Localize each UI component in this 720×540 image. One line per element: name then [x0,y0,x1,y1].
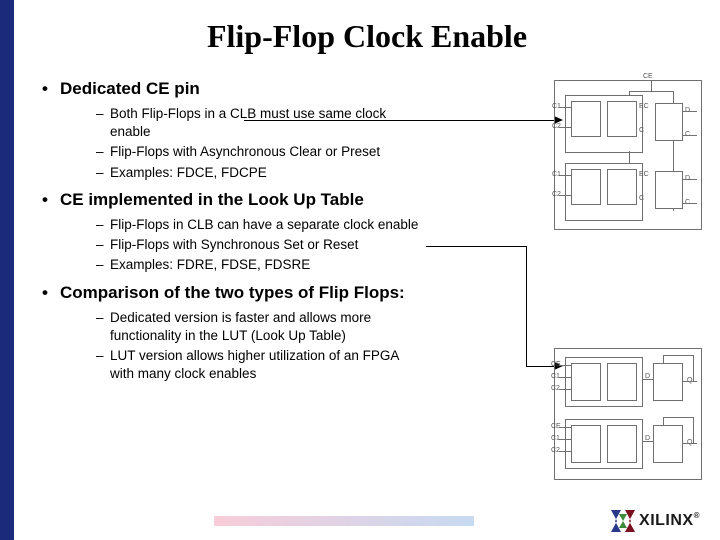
lut-cell [571,101,601,137]
sub-list: Both Flip-Flops in a CLB must use same c… [42,105,412,182]
wire [559,195,571,196]
wire [559,107,571,108]
wire [683,179,697,180]
lut-cell [607,169,637,205]
wire [559,377,571,378]
wire [693,417,694,443]
ff-box [653,425,683,463]
lut-cell [607,425,637,463]
sub-item: Flip-Flops with Asynchronous Clear or Pr… [96,143,412,161]
lut-cell [607,363,637,401]
wire [559,427,571,428]
xilinx-logo-text: XILINX® [639,512,700,530]
pin-label: EC [639,171,649,178]
wire [683,111,697,112]
connector-line [526,246,527,366]
wire [663,355,664,363]
xilinx-logo: XILINX® [611,510,700,532]
sub-item: Examples: FDRE, FDSE, FDSRE [96,256,462,274]
pin-label: C [639,127,644,134]
xilinx-logo-icon [611,510,635,532]
wire [559,365,571,366]
logo-text-label: XILINX [639,512,694,529]
wire [683,203,697,204]
sub-item: Dedicated version is faster and allows m… [96,309,422,345]
sub-item: Both Flip-Flops in a CLB must use same c… [96,105,412,141]
lut-cell [571,425,601,463]
wire [559,389,571,390]
connector-line [426,246,526,247]
sub-item: Flip-Flops with Synchronous Set or Reset [96,236,462,254]
wire [643,379,653,380]
ff-box [653,363,683,401]
ff-box [655,103,683,141]
wire [683,135,697,136]
wire [559,175,571,176]
ff-box [655,171,683,209]
lut-cell [607,101,637,137]
wire [663,417,693,418]
connector-line [526,366,554,367]
slide: Flip-Flop Clock Enable Dedicated CE pin … [0,0,720,540]
sub-list: Flip-Flops in CLB can have a separate cl… [42,216,462,275]
lut-cell [571,169,601,205]
wire [651,81,652,91]
wire [663,355,693,356]
diagram-lut-ce: CE C1 C2 D Q CE C1 C2 D Q [554,348,702,480]
diagram-dedicated-ce: CE C1 C2 EC C D C C1 C2 EC C D [554,80,702,230]
connector-line [244,120,554,121]
bullet-heading: Comparison of the two types of Flip Flop… [42,283,692,303]
lut-cell [571,363,601,401]
sub-item: Flip-Flops in CLB can have a separate cl… [96,216,462,234]
pin-label: C [639,195,644,202]
wire [683,443,697,444]
logo-trademark: ® [694,511,700,520]
wire [629,91,673,92]
wire [643,441,653,442]
wire [559,127,571,128]
sub-item: Examples: FDCE, FDCPE [96,164,412,182]
wire [559,439,571,440]
wire [559,451,571,452]
footer-gradient-bar [214,516,474,526]
pin-label: CE [643,73,653,80]
pin-label: EC [639,103,649,110]
wire [683,381,697,382]
sub-item: LUT version allows higher utilization of… [96,347,422,383]
slide-title: Flip-Flop Clock Enable [42,18,692,55]
wire [663,417,664,425]
wire [693,355,694,381]
sub-list: Dedicated version is faster and allows m… [42,309,422,384]
